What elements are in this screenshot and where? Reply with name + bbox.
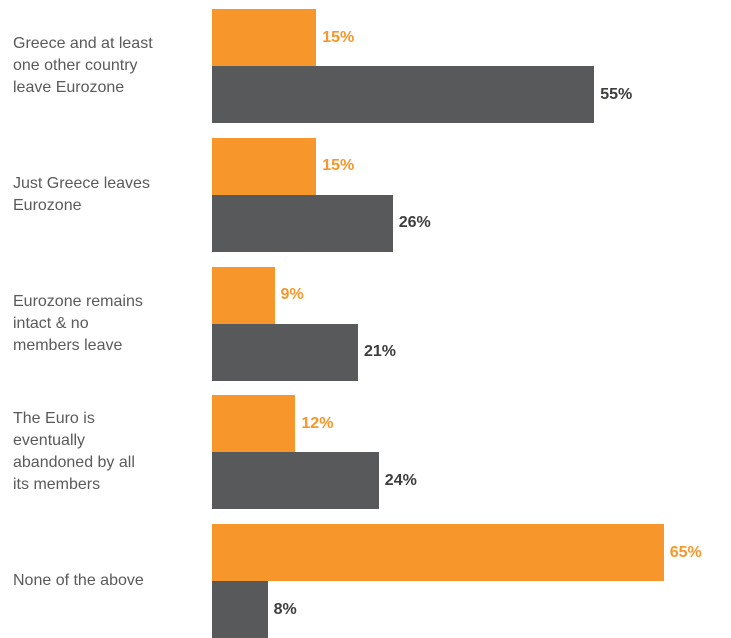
category-label-line: one other country (13, 57, 138, 74)
bar-orange (212, 395, 296, 453)
category-label: Eurozone remains intact & no members leave (13, 291, 198, 357)
category-label: The Euro is eventually abandoned by all its… (13, 408, 198, 496)
data-label: 8% (273, 600, 297, 618)
bar-orange (212, 137, 317, 195)
data-label: 9% (280, 286, 304, 304)
category-label-line: Greece and at least (13, 35, 153, 52)
category-label-line: leave Eurozone (13, 79, 125, 96)
bar-gray (212, 66, 595, 123)
bar-gray (212, 323, 358, 381)
category-label-line: abandoned by all (13, 454, 135, 472)
data-label: 12% (301, 414, 334, 432)
category-label: Greece and at least one other country leav… (13, 33, 198, 99)
bar-orange (212, 9, 317, 66)
category-label-line: Just Greece leaves (13, 174, 150, 192)
category-label-line: The Euro is (13, 410, 95, 428)
data-label: 15% (322, 28, 355, 46)
category-label-line: eventually (13, 432, 86, 450)
bar-gray (212, 194, 393, 252)
bar-orange (212, 524, 664, 582)
bar-gray (212, 581, 268, 638)
category-label-line: Eurozone (13, 196, 82, 214)
data-label: 55% (600, 85, 633, 103)
data-label: 26% (398, 214, 431, 232)
category-label-line: Eurozone remains (13, 292, 143, 310)
category-label: Just Greece leaves Eurozone (13, 173, 198, 217)
bar-orange (212, 266, 275, 324)
data-label: 24% (384, 471, 417, 489)
category-label: None of the above (13, 570, 198, 592)
data-label: 65% (669, 543, 702, 561)
category-label-line: members leave (13, 336, 123, 354)
category-label-line: None of the above (13, 572, 144, 590)
category-label-line: intact & no (13, 314, 89, 332)
bar-gray (212, 452, 379, 510)
data-label: 21% (363, 343, 396, 361)
data-label: 15% (322, 157, 355, 175)
category-label-line: its members (13, 476, 101, 494)
